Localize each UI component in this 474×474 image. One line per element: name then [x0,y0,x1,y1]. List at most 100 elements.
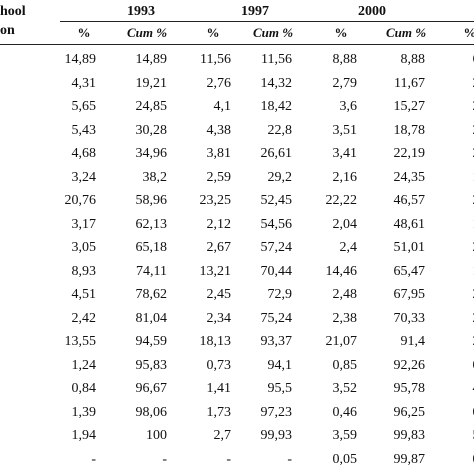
table-cell: 8,88 [400,52,426,67]
table-cell: 23,25 [199,193,232,208]
table-cell: 70,44 [260,263,293,279]
year-header-1997: 1997 [241,4,269,19]
table-cell: 67,95 [393,287,426,302]
table-body: 14,89 14,89 11,56 11,56 8,88 8,88 6,1 4,31 19,21… [0,48,474,474]
subheader-cum-1997: Cum % [252,25,294,40]
table-cell: 0,0 [473,451,474,468]
table-cell: 70,33 [393,310,426,326]
table-cell: 24,85 [135,99,168,114]
table-cell: 65,47 [393,263,426,279]
subheader-pct-next: % [464,24,474,41]
table-cell: 18,13 [199,334,232,349]
table-cell: 2,48 [332,287,358,302]
table-row: 1,94 100 2,7 99,93 3,59 99,83 5,4 [0,424,474,448]
table-cell: - [91,451,96,467]
table-cell: 99,83 [393,428,426,443]
table-cell: 2,76 [206,75,232,91]
table-cell: 48,61 [393,216,426,232]
table-cell: 6,1 [473,51,474,68]
table-cell: 97,23 [260,404,293,420]
table-cell: 2,59 [206,169,232,185]
table-cell: 14,32 [260,75,293,91]
table-cell: 2,79 [332,75,358,91]
table-cell: 3,24 [71,169,97,185]
table-row: 4,31 19,21 2,76 14,32 2,79 11,67 2,2 [0,72,474,96]
table-cell: 4,51 [71,287,97,302]
table-cell: 99,93 [260,428,293,443]
table-cell: 15,27 [393,99,426,114]
table-cell: 1,94 [71,428,97,443]
table-cell: 8,93 [71,263,97,279]
table-cell: 2,1 [473,310,474,327]
table-cell: 3,59 [332,428,358,443]
table-cell: 58,96 [135,193,168,208]
table-cell: 24,35 [393,169,426,185]
table-cell: 25, [473,333,474,350]
table-row: 14,89 14,89 11,56 11,56 8,88 8,88 6,1 [0,48,474,72]
table-cell: 96,67 [135,381,168,396]
table-row: 5,65 24,85 4,1 18,42 3,6 15,27 2,2 [0,95,474,119]
table-cell: 0,73 [206,357,232,373]
table-cell: 2,2 [473,98,474,115]
table-cell: 100 [146,428,167,443]
table-row: 20,76 58,96 23,25 52,45 22,22 46,57 20, [0,189,474,213]
table-cell: 93,37 [260,334,293,349]
table-cell: 52,45 [260,193,293,208]
table-cell: 95,83 [135,357,168,373]
table-cell: 5,4 [473,427,474,444]
subheader-pct-2000: % [334,25,348,40]
table-cell: 0,84 [71,381,97,396]
table-cell: 1,8 [473,169,474,186]
year-header-2000: 2000 [358,4,386,19]
table-cell: 1,9 [473,216,474,233]
table-cell: 2,7 [473,122,474,139]
table-cell: 2,2 [473,239,474,256]
table-cell: 30,28 [135,122,168,138]
table-cell: 94,59 [135,334,168,349]
table-row: 1,39 98,06 1,73 97,23 0,46 96,25 0,5 [0,401,474,425]
table-cell: 4,68 [71,146,97,161]
subheader-rule [0,44,474,45]
table-cell: - [162,451,167,467]
table-cell: 22,19 [393,146,426,161]
table-row: 3,17 62,13 2,12 54,56 2,04 48,61 1,9 [0,213,474,237]
table-cell: 0,85 [332,357,358,373]
table-cell: 57,24 [260,240,293,255]
subheader-cum-1993: Cum % [126,25,168,40]
table-cell: 20, [473,192,474,209]
table-cell: 3,51 [332,122,358,138]
table-cell: 1,73 [206,404,232,420]
table-cell: 2,04 [332,216,358,232]
table-cell: 14,89 [135,52,168,67]
table-cell: 11,67 [394,75,425,91]
table-cell: 1,39 [71,404,97,420]
table-cell: 2,12 [206,216,232,232]
table-cell: 62,13 [135,216,168,232]
table-cell: - [287,451,292,467]
table-cell: 38,2 [142,169,168,185]
table-cell: 2,16 [332,169,358,185]
table-cell: 14,89 [64,52,97,67]
table-row: 1,24 95,83 0,73 94,1 0,85 92,26 0,8 [0,354,474,378]
table-row: 8,93 74,11 13,21 70,44 14,46 65,47 14, [0,260,474,284]
table-cell: 46,57 [393,193,426,208]
table-cell: 98,06 [135,404,168,420]
table-cell: 20,76 [64,193,97,208]
table-cell: 13,21 [199,263,232,279]
table-cell: 4,1 [213,99,232,114]
table-cell: 51,01 [393,240,426,255]
table-cell: 2,7 [213,428,232,443]
table-cell: 4,7 [473,380,474,397]
table-cell: 1,24 [71,357,97,373]
table-cell: 2,4 [339,240,358,255]
table-cell: 96,25 [393,404,426,420]
table-cell: 81,04 [135,310,168,326]
table-cell: 65,18 [135,240,168,255]
table-cell: 5,65 [71,99,97,114]
table-cell: 0,5 [473,404,474,421]
table-cell: 18,42 [260,99,293,114]
table-cell: 3,6 [339,99,358,114]
stub-header-line-1: hool [0,4,26,19]
table-cell: 14, [473,263,474,280]
